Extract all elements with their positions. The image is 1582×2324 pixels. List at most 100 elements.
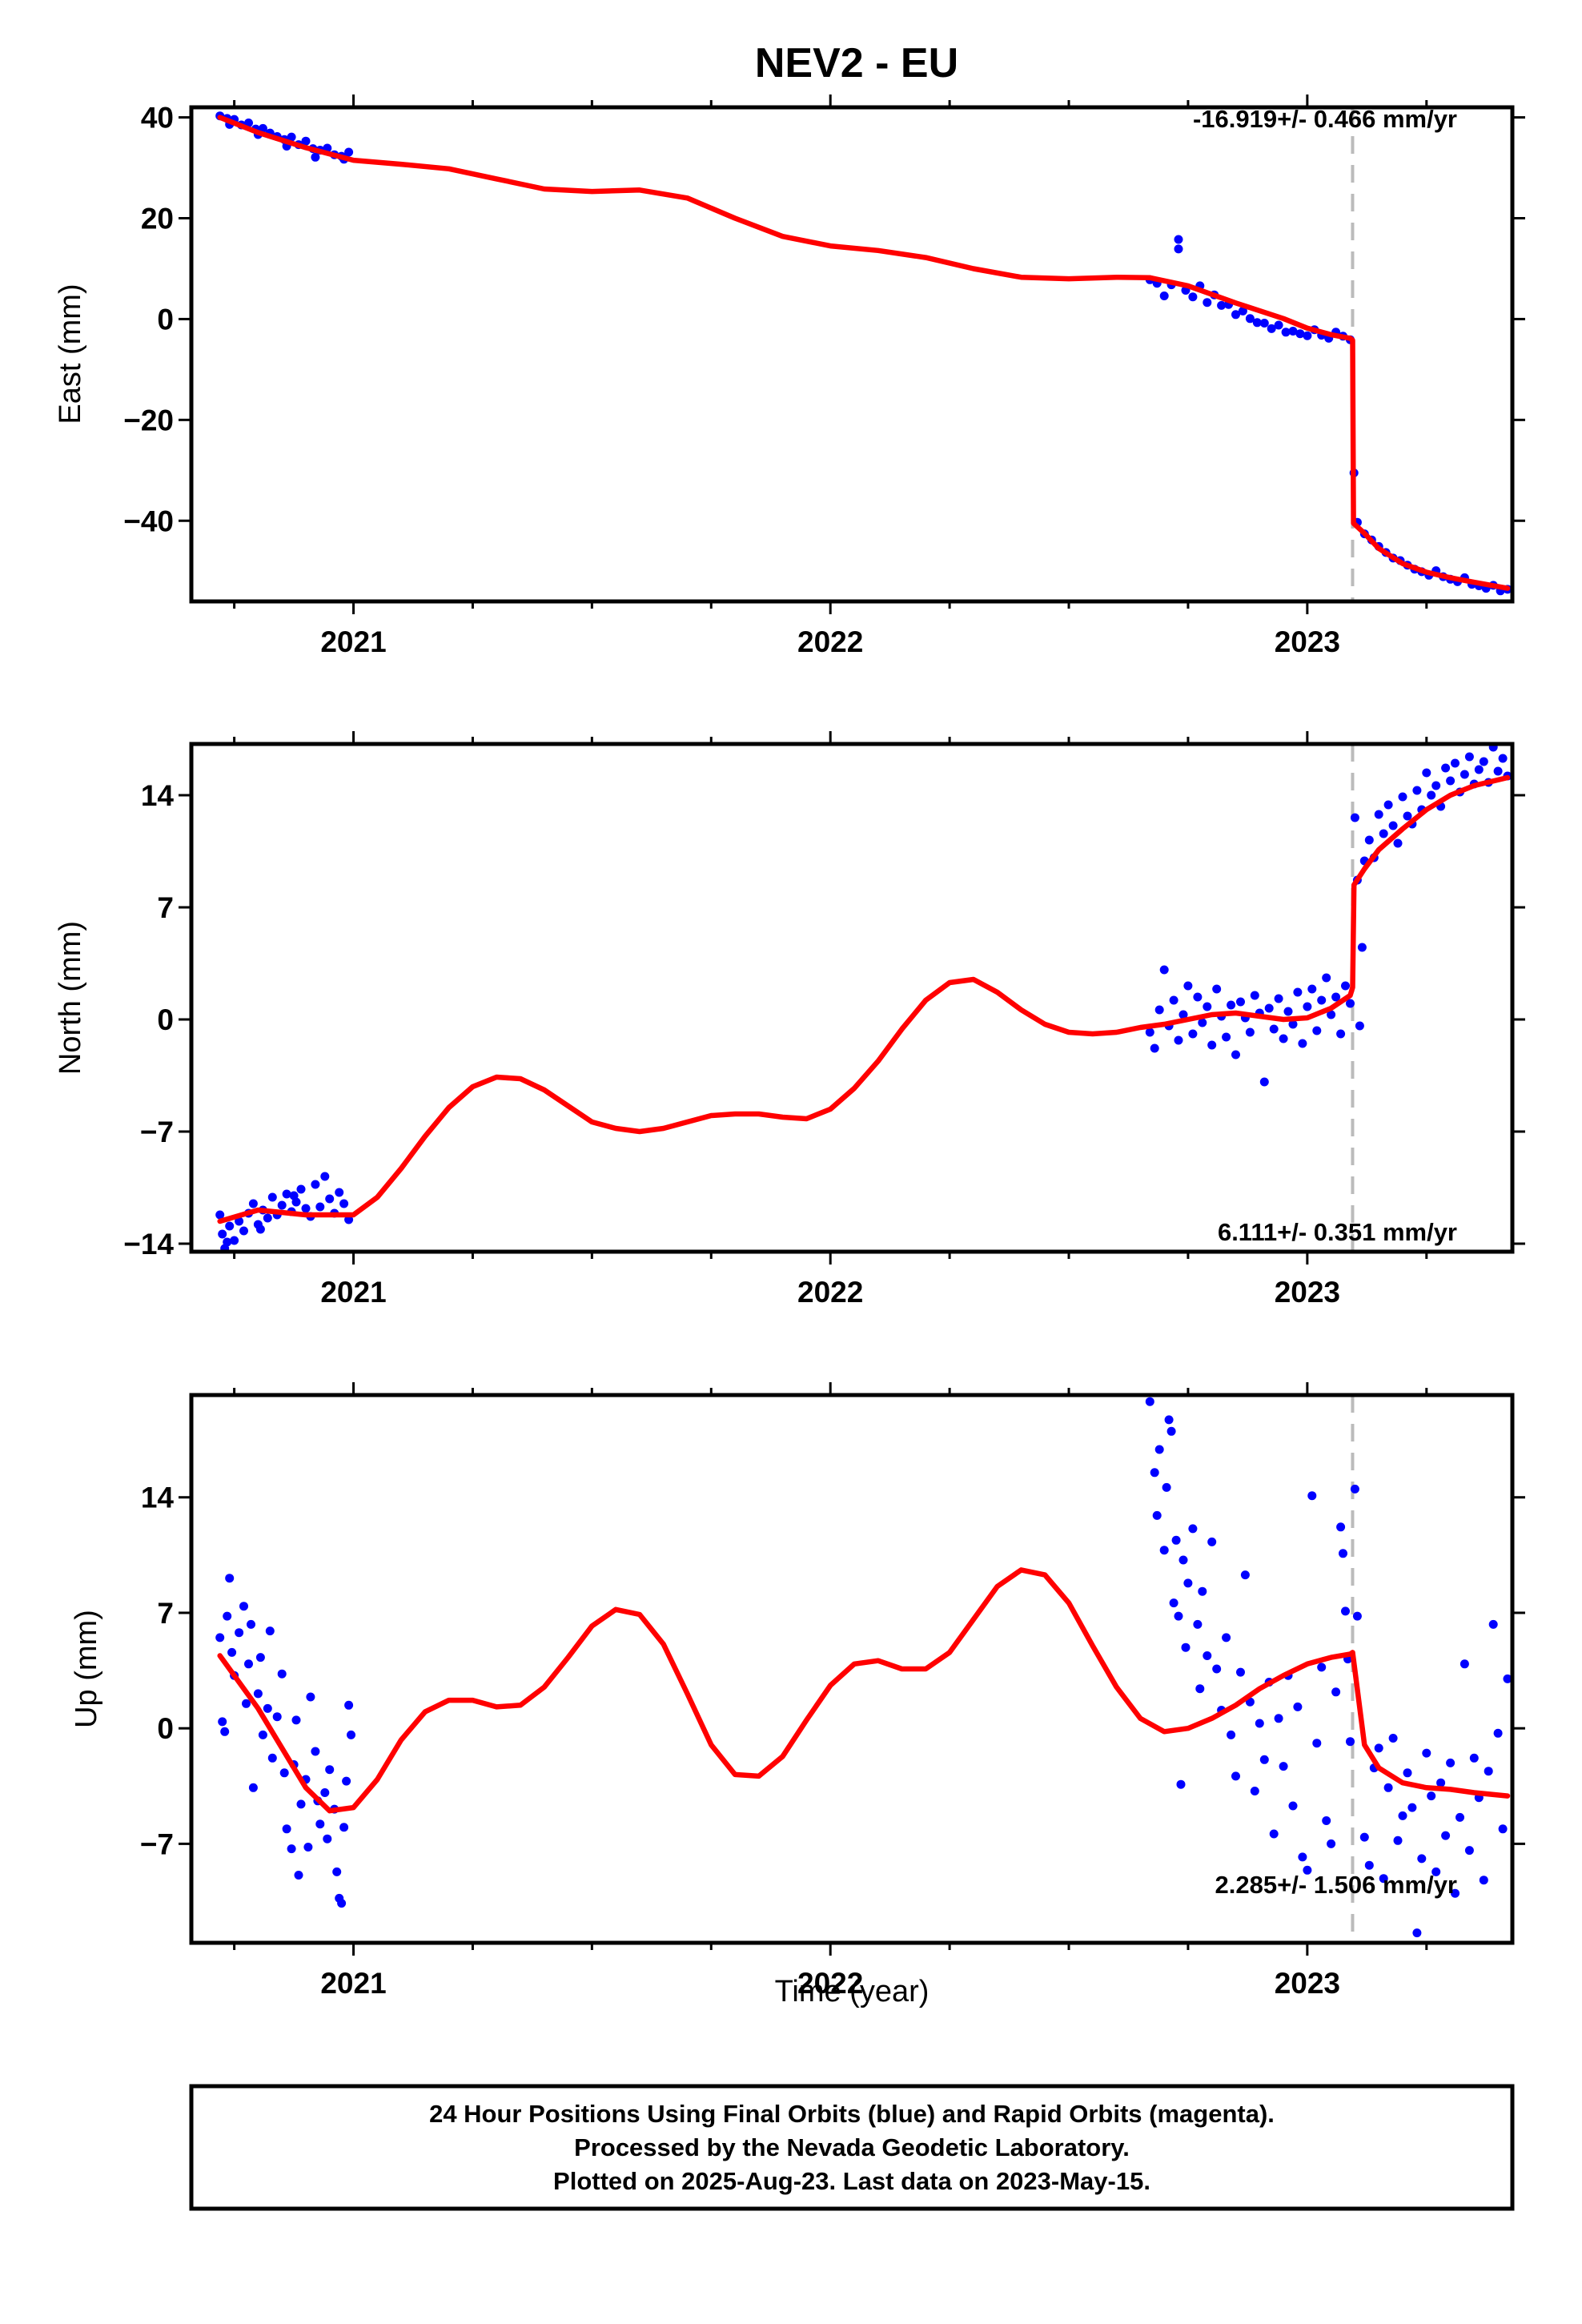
panel-north-point — [1474, 765, 1484, 774]
panel-up-point — [1193, 1619, 1203, 1629]
panel-north-point — [1203, 1002, 1212, 1011]
panel-north-point — [1460, 770, 1469, 779]
panel-up-point — [1484, 1767, 1493, 1776]
panel-north-rate: 6.111+/- 0.351 mm/yr — [1218, 1218, 1457, 1246]
panel-up-point — [1259, 1755, 1269, 1764]
panel-up-point — [1240, 1570, 1250, 1580]
panel-north-point — [1227, 1000, 1236, 1010]
panel-north-point — [1259, 1077, 1269, 1087]
panel-up-point — [1176, 1779, 1186, 1789]
panel-up-point — [1181, 1642, 1191, 1652]
panel-east-point — [344, 147, 354, 157]
panel-north-xtick-label: 2022 — [797, 1276, 863, 1309]
panel-north-point — [255, 1224, 265, 1234]
panel-up-point — [287, 1844, 296, 1854]
panel-north-point — [1498, 754, 1508, 763]
panel-up-point — [303, 1843, 313, 1852]
panel-up-point — [1503, 1674, 1512, 1683]
panel-up-ytick-label: −7 — [140, 1827, 174, 1860]
panel-up-point — [337, 1899, 347, 1908]
panel-north-point — [1279, 1034, 1288, 1043]
panel-up-point — [265, 1626, 275, 1636]
panel-north-point — [1393, 838, 1403, 848]
panel-north-point — [1441, 763, 1451, 773]
panel-up-point — [218, 1717, 227, 1727]
panel-north-point — [1479, 757, 1488, 766]
panel-east-point — [1252, 318, 1262, 328]
panel-east-point — [1203, 298, 1212, 308]
panel-up-point — [244, 1659, 253, 1669]
panel-up-point — [1203, 1651, 1212, 1660]
panel-north-point — [215, 1210, 225, 1220]
panel-up-point — [220, 1727, 230, 1736]
panel-north-ytick-label: −7 — [140, 1116, 174, 1148]
panel-north-ytick-label: 0 — [157, 1003, 174, 1036]
panel-up-point — [1166, 1426, 1176, 1436]
panel-up-point — [1331, 1687, 1341, 1697]
panel-up-point — [1469, 1753, 1479, 1763]
panel-north-point — [1364, 835, 1374, 845]
panel-east-point — [1174, 244, 1183, 254]
panel-east-point — [1231, 310, 1240, 320]
panel-up-point — [1178, 1555, 1188, 1565]
panel-north-point — [339, 1199, 349, 1208]
panel-up-point — [1231, 1771, 1240, 1781]
panel-east-point — [1303, 331, 1312, 340]
panel-north-point — [1327, 1010, 1336, 1019]
chart-title: NEV2 - EU — [755, 40, 958, 86]
panel-east-point — [1267, 324, 1276, 333]
panel-up-point — [1154, 1445, 1164, 1454]
panel-up-point — [215, 1633, 225, 1642]
footer-line-3: Plotted on 2025-Aug-23. Last data on 202… — [553, 2167, 1150, 2195]
panel-east-point — [1159, 292, 1169, 300]
panel-up-point — [1312, 1739, 1322, 1748]
panel-north-point — [225, 1221, 235, 1231]
panel-north-point — [282, 1189, 291, 1199]
panel-north-point — [1336, 1029, 1346, 1039]
panel-up-point — [291, 1715, 301, 1725]
panel-up-point — [1207, 1537, 1217, 1546]
panel-north-xtick-label: 2023 — [1275, 1276, 1340, 1309]
panel-up-point — [1174, 1611, 1183, 1621]
panel-north-point — [1388, 821, 1398, 830]
panel-up-point — [1436, 1778, 1446, 1787]
panel-up-point — [1379, 1874, 1388, 1884]
panel-up-point — [239, 1602, 248, 1611]
panel-north-point — [1464, 752, 1474, 762]
panel-up-point — [1412, 1928, 1422, 1938]
panel-north-point — [1317, 995, 1327, 1005]
panel-up-point — [1322, 1816, 1331, 1825]
panel-north-ytick-label: 14 — [141, 779, 175, 812]
panel-east-ytick-label: −20 — [123, 404, 174, 436]
panel-up-point — [253, 1689, 263, 1699]
panel-up-point — [258, 1730, 267, 1739]
panel-east-point — [301, 136, 311, 146]
panel-east-xtick-label: 2023 — [1275, 625, 1340, 658]
panel-north-point — [1307, 984, 1317, 994]
panel-up-point — [1293, 1702, 1303, 1711]
panel-up-point — [342, 1776, 351, 1786]
footer-line-2: Processed by the Nevada Geodetic Laborat… — [574, 2133, 1130, 2161]
panel-north-point — [1383, 800, 1393, 810]
panel-east-point — [1281, 328, 1291, 337]
panel-north-point — [1350, 813, 1359, 822]
panel-north-point — [235, 1216, 244, 1226]
panel-up-ytick-label: 0 — [157, 1712, 174, 1745]
panel-north-point — [1283, 1007, 1293, 1016]
panel-up-point — [1464, 1846, 1474, 1856]
panel-up-point — [225, 1574, 235, 1583]
panel-north-point — [1250, 991, 1259, 1000]
panel-up-point — [1456, 1812, 1464, 1822]
panel-north-frame — [189, 742, 1515, 1254]
panel-up-point — [1388, 1734, 1398, 1743]
panel-up-point — [320, 1788, 330, 1797]
panel-up-point — [315, 1819, 325, 1829]
panel-north-point — [1169, 995, 1178, 1005]
panel-up-point — [1227, 1730, 1236, 1739]
panel-up-point — [1152, 1510, 1162, 1520]
panel-north-point — [325, 1194, 335, 1204]
panel-north-point — [1446, 776, 1456, 786]
panel-up-point — [1195, 1684, 1205, 1694]
panel-up-point — [1298, 1852, 1307, 1862]
